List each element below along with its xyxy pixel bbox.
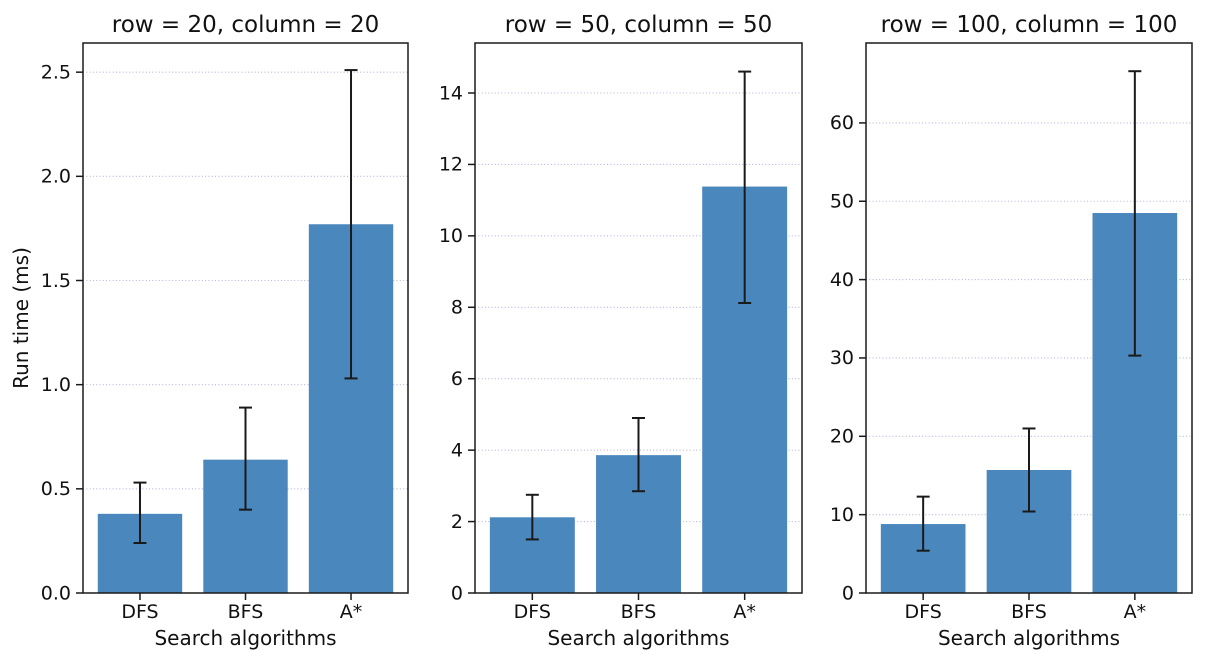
chart-3-title: row = 100, column = 100 (880, 12, 1178, 38)
y-tick-label: 2.0 (41, 166, 71, 188)
chart-2-title: row = 50, column = 50 (504, 12, 773, 38)
axes-frame (82, 42, 409, 594)
axes-group-3: 0 10 20 30 40 50 60 DFS BFS A* (830, 42, 1193, 623)
y-tick-label: 0.5 (41, 478, 71, 500)
y-tick-label: 30 (830, 347, 854, 369)
y-tick-label: 10 (439, 225, 463, 247)
y-tick-label: 10 (830, 504, 854, 526)
y-tick-label: 0 (842, 582, 854, 604)
x-tick-label: DFS (121, 601, 158, 623)
y-tick-label: 60 (830, 112, 854, 134)
y-tick-label: 8 (451, 297, 463, 319)
y-tick-label: 14 (439, 82, 463, 104)
axes-frame (474, 42, 803, 594)
axes-group-1: 0.0 0.5 1.0 1.5 2.0 2.5 DFS BFS A* (41, 42, 409, 623)
y-tick-label: 1.0 (41, 374, 71, 396)
axes-group-2: 0 2 4 6 8 10 12 14 DFS BFS A* (439, 42, 803, 623)
y-tick-label: 1.5 (41, 270, 71, 292)
y-tick-label: 0.0 (41, 582, 71, 604)
x-tick-label: A* (340, 601, 363, 623)
y-tick-label: 0 (451, 582, 463, 604)
y-tick-label: 2 (451, 511, 463, 533)
y-tick-label: 12 (439, 154, 463, 176)
y-tick-label: 20 (830, 426, 854, 448)
x-tick-label: BFS (228, 601, 264, 623)
y-tick-label: 2.5 (41, 61, 71, 83)
chart-3-x-axis-label: Search algorithms (937, 626, 1120, 650)
y-tick-label: 6 (451, 368, 463, 390)
x-tick-label: A* (1124, 601, 1147, 623)
chart-2-x-axis-label: Search algorithms (547, 626, 730, 650)
y-tick-label: 40 (830, 269, 854, 291)
x-tick-label: BFS (1011, 601, 1047, 623)
y-axis-label: Run time (ms) (9, 247, 33, 389)
chart-1-title: row = 20, column = 20 (111, 12, 380, 38)
y-tick-label: 4 (451, 439, 463, 461)
x-tick-label: DFS (905, 601, 942, 623)
x-tick-label: DFS (514, 601, 551, 623)
axes-frame (865, 42, 1193, 594)
chart-1-x-axis-label: Search algorithms (154, 626, 337, 650)
x-tick-label: BFS (621, 601, 657, 623)
y-tick-label: 50 (830, 191, 854, 213)
x-tick-label: A* (733, 601, 756, 623)
